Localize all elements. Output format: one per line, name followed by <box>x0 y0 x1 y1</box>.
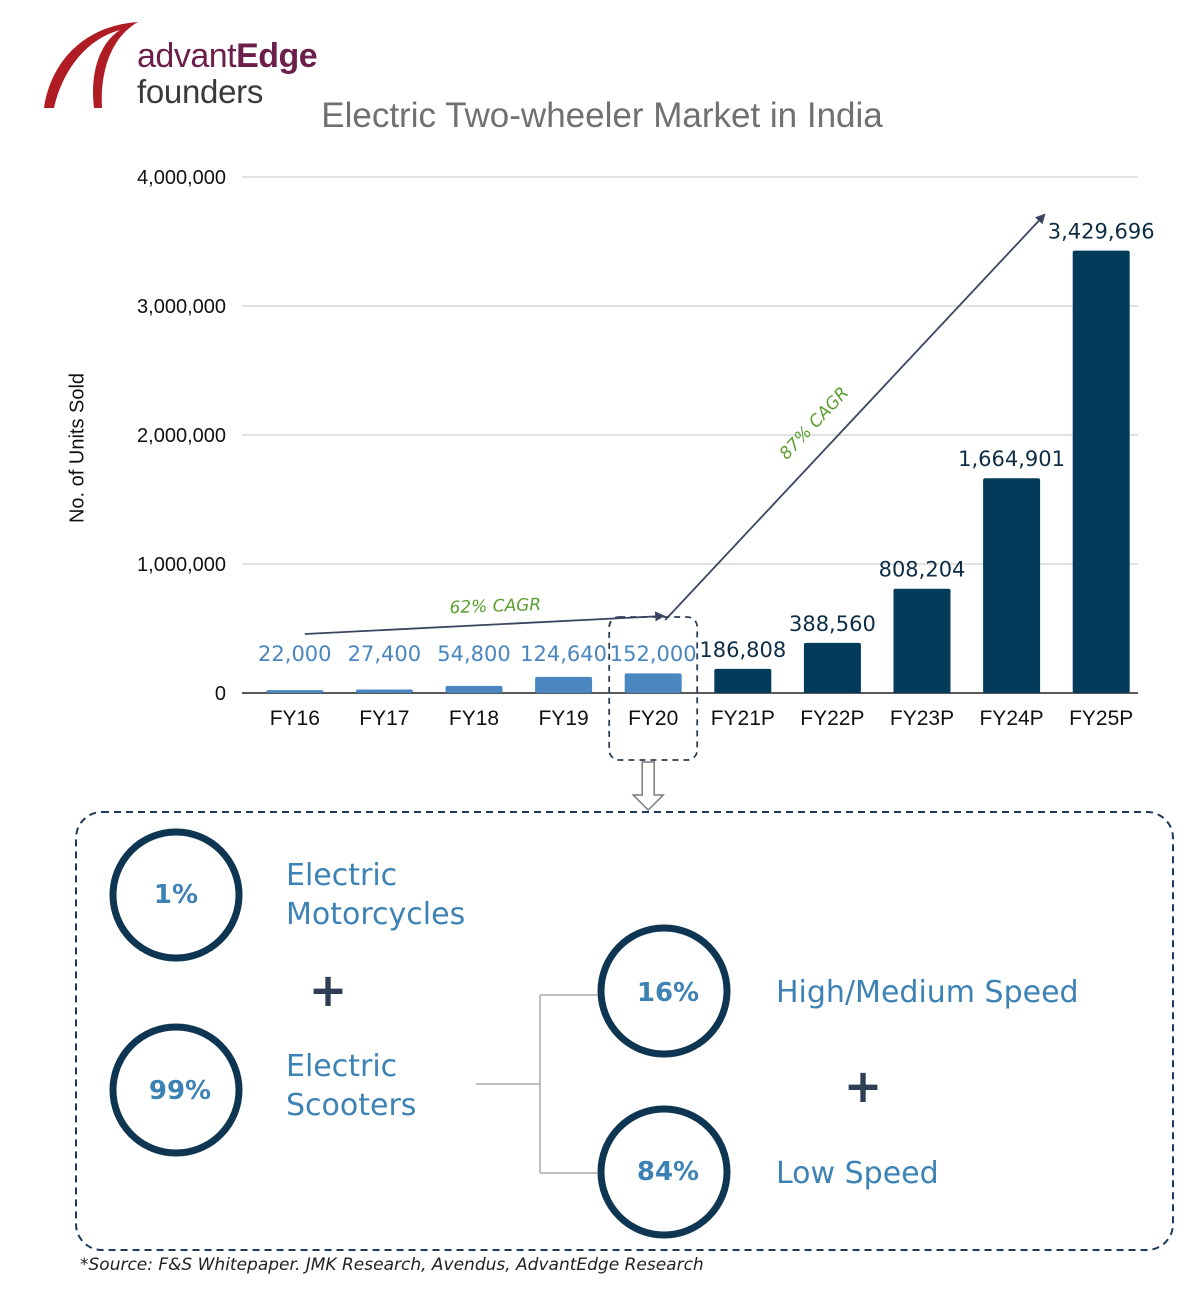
x-tick-label: FY19 <box>538 707 588 730</box>
data-label: 3,429,696 <box>1048 220 1155 244</box>
x-tick-label: FY17 <box>359 707 409 730</box>
brand-name-part2: Edge <box>236 37 318 75</box>
high-speed-label: High/Medium Speed <box>776 975 1079 1010</box>
motorcycle-label-line2: Motorcycles <box>286 897 466 932</box>
low-speed-share-circle <box>597 1105 731 1239</box>
bar <box>624 673 682 693</box>
x-tick-label: FY25P <box>1069 707 1133 730</box>
x-tick-label: FY16 <box>270 707 320 730</box>
down-arrow-icon <box>631 761 666 812</box>
low-speed-percent: 84% <box>636 1157 700 1187</box>
bar <box>445 685 503 693</box>
motorcycle-share-circle <box>109 828 243 962</box>
brand-name-part1: advant <box>137 37 237 75</box>
data-label: 124,640 <box>520 642 607 666</box>
data-label: 152,000 <box>610 642 697 666</box>
y-tick-label: 3,000,000 <box>137 296 226 318</box>
x-tick-label: FY23P <box>890 707 954 730</box>
brand-name-line2: founders <box>137 73 264 110</box>
y-tick-label: 2,000,000 <box>137 425 226 447</box>
bar <box>1072 250 1130 693</box>
x-tick-label: FY21P <box>711 707 775 730</box>
bar <box>893 588 951 693</box>
y-tick-label: 1,000,000 <box>137 554 226 576</box>
chart-title: Electric Two-wheeler Market in India <box>321 96 883 135</box>
motorcycle-label-line1: Electric <box>286 858 398 893</box>
bar <box>714 668 772 693</box>
breakdown-frame <box>75 811 1174 1251</box>
scooter-percent: 99% <box>148 1076 212 1106</box>
data-label: 54,800 <box>437 642 510 666</box>
y-tick-label: 4,000,000 <box>137 167 226 189</box>
cagr-label-2: 87% CAGR <box>776 383 853 464</box>
data-label: 27,400 <box>348 642 421 666</box>
brand-name: advantEdge <box>137 36 318 76</box>
data-label: 388,560 <box>789 612 876 636</box>
bar <box>803 642 861 693</box>
data-label: 808,204 <box>879 558 966 582</box>
brand-logo-arc <box>44 22 138 108</box>
data-label: 186,808 <box>699 638 786 662</box>
x-tick-label: FY22P <box>800 707 864 730</box>
low-speed-label: Low Speed <box>776 1156 939 1191</box>
high-speed-share-circle <box>597 924 731 1058</box>
cagr-arrow-1 <box>304 611 666 635</box>
x-tick-label: FY18 <box>449 707 499 730</box>
scooter-label: Electric Scooters <box>286 1047 416 1125</box>
y-tick-label: 0 <box>215 683 226 705</box>
scooter-label-line1: Electric <box>286 1049 398 1084</box>
bar <box>535 676 593 693</box>
scooter-share-circle <box>109 1023 243 1157</box>
plus-sign-right: + <box>843 1059 883 1113</box>
data-label: 1,664,901 <box>958 447 1065 471</box>
x-tick-label: FY24P <box>979 707 1043 730</box>
cagr-label-1: 62% CAGR <box>449 595 541 618</box>
bar <box>355 689 413 693</box>
data-label: 22,000 <box>258 642 331 666</box>
motorcycle-percent: 1% <box>153 880 199 910</box>
scooter-label-line2: Scooters <box>286 1088 417 1123</box>
bar <box>983 478 1041 693</box>
source-note: *Source: F&S Whitepaper. JMK Research, A… <box>80 1255 704 1275</box>
split-connector <box>476 994 598 1174</box>
cagr-arrow-2 <box>664 213 1046 621</box>
motorcycle-label: Electric Motorcycles <box>286 856 465 934</box>
plus-sign-left: + <box>308 963 348 1017</box>
high-speed-percent: 16% <box>636 978 700 1008</box>
bar <box>266 690 324 693</box>
x-tick-label: FY20 <box>628 707 678 730</box>
y-axis-label: No. of Units Sold <box>66 372 89 524</box>
